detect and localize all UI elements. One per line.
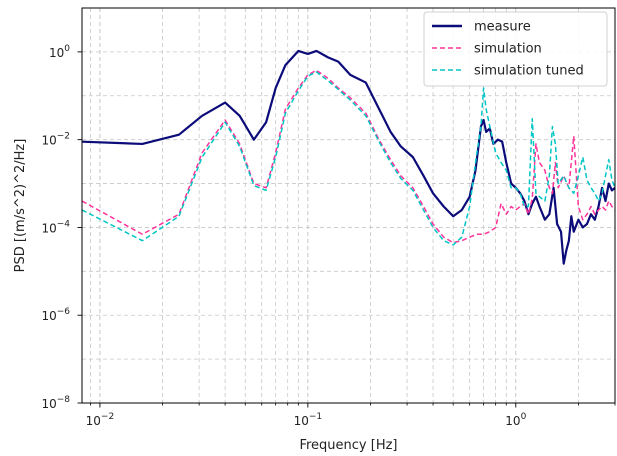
legend-label: measure: [474, 20, 531, 35]
legend-label: simulation tuned: [474, 64, 584, 79]
x-tick-label: 10−1: [294, 412, 323, 428]
legend: measure simulation simulation tuned: [423, 11, 608, 87]
series-lines: [82, 49, 615, 265]
series-line-simulation: [82, 69, 615, 244]
series-line-simulation-tuned: [82, 71, 615, 246]
y-tick-label: 10−6: [41, 307, 70, 323]
y-tick-label: 10−2: [41, 132, 70, 148]
x-axis-label: Frequency [Hz]: [299, 438, 397, 453]
x-tick-label: 100: [505, 412, 526, 428]
grid-lines: [82, 7, 616, 404]
legend-label: simulation: [474, 42, 542, 57]
x-tick-label: 10−2: [86, 412, 115, 428]
y-tick-label: 10−4: [41, 219, 70, 235]
y-axis-label: PSD [(m/s^2)^2/Hz]: [13, 139, 28, 273]
legend-box: [423, 11, 608, 87]
plot-frame: [81, 7, 616, 404]
y-tick-label: 10−8: [41, 395, 70, 411]
y-tick-label: 100: [49, 44, 70, 60]
axis-ticks: 10−2 10−1 100 10−8 10−6 10−4 10−2 100: [41, 44, 616, 428]
